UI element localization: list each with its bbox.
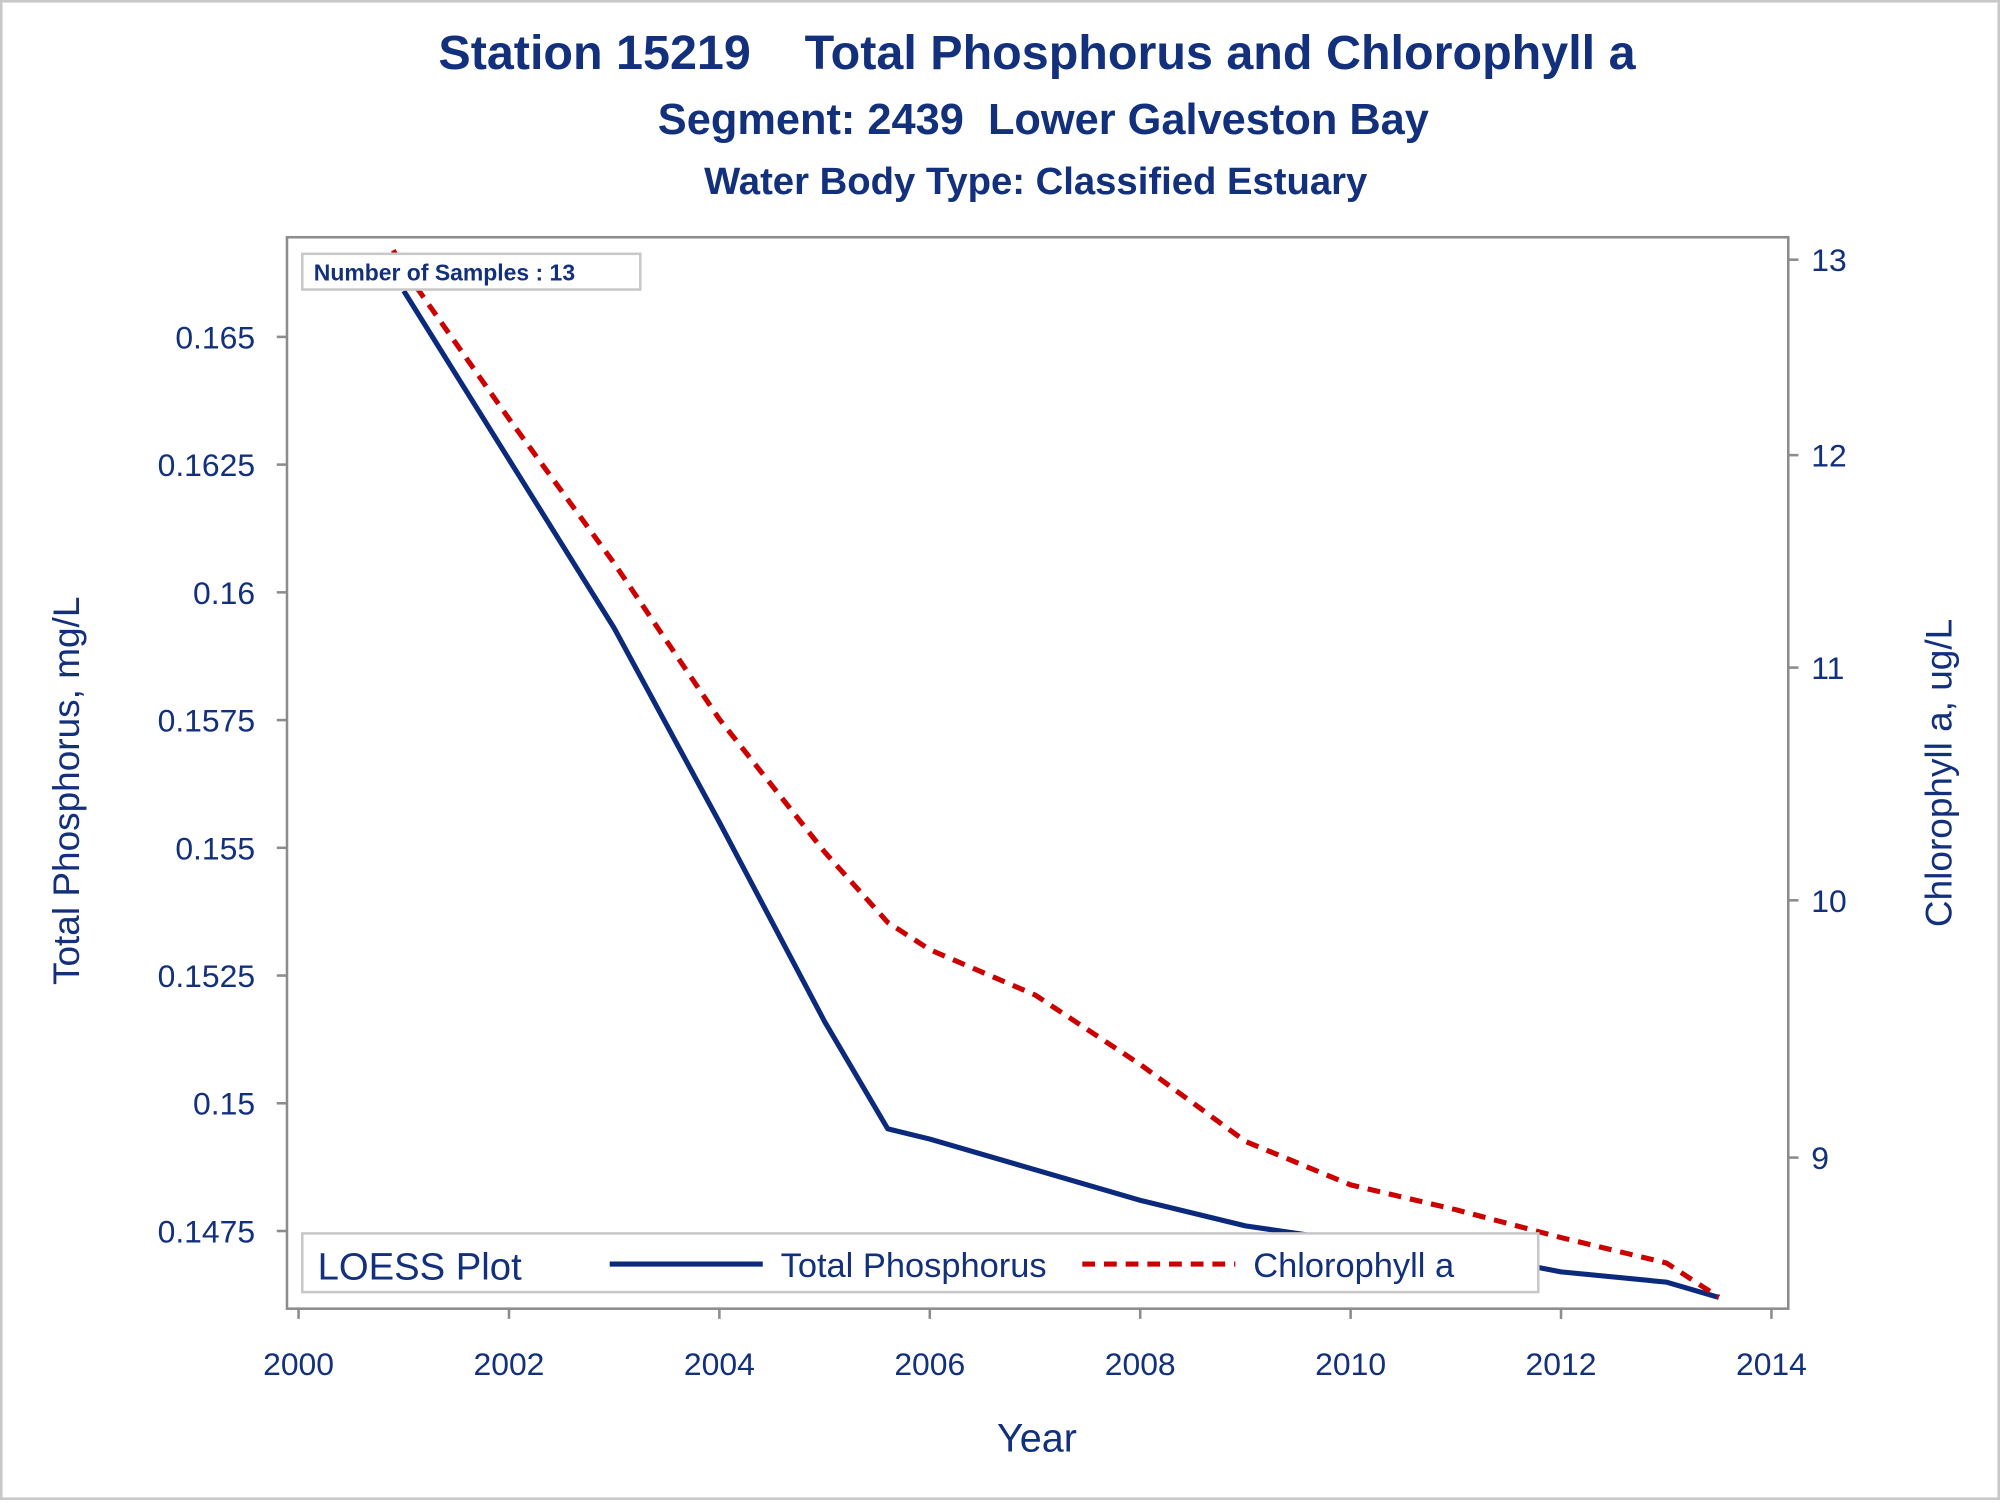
x-tick-label: 2014 <box>1736 1346 1807 1382</box>
x-tick-label: 2006 <box>894 1346 965 1382</box>
y2-tick-label: 13 <box>1811 242 1846 278</box>
annotation: Number of Samples : 13 <box>314 260 575 286</box>
y2-tick-label: 11 <box>1811 650 1844 686</box>
y2-tick-label: 9 <box>1811 1140 1829 1176</box>
x-tick-label: 2002 <box>474 1346 545 1382</box>
legend: LOESS Plot Total Phosphorus Chlorophyll a <box>301 1232 1540 1294</box>
y-tick-label: 0.16 <box>193 575 255 611</box>
chart-subtitle: Water Body Type: Classified Estuary <box>704 160 1368 203</box>
x-tick-label: 2000 <box>263 1346 334 1382</box>
y-tick-label: 0.1575 <box>158 703 255 739</box>
legend-label: Total Phosphorus <box>781 1247 1047 1285</box>
y-axis-label: Total Phosphorus, mg/L <box>46 597 87 985</box>
x-tick-label: 2008 <box>1105 1346 1176 1382</box>
x-tick-label: 2010 <box>1315 1346 1386 1382</box>
y-tick-label: 0.165 <box>175 319 255 355</box>
x-axis-label: Year <box>997 1417 1077 1461</box>
annotation-box <box>301 252 642 291</box>
chart-title: Station 15219 Total Phosphorus and Chlor… <box>438 26 1636 80</box>
legend-title: LOESS Plot <box>318 1245 522 1288</box>
y-tick-label: 0.1475 <box>158 1213 255 1249</box>
y2-tick-label: 10 <box>1811 883 1846 919</box>
y-tick-label: 0.155 <box>175 830 255 866</box>
y2-axis-label: Chlorophyll a, ug/L <box>1919 619 1960 927</box>
y-tick-label: 0.15 <box>193 1086 255 1122</box>
x-tick-label: 2012 <box>1526 1346 1597 1382</box>
y2-tick-label: 12 <box>1811 438 1846 474</box>
plot-frame <box>285 235 1790 1310</box>
y-tick-label: 0.1625 <box>158 447 255 483</box>
legend-box <box>301 1232 1540 1294</box>
legend-label: Chlorophyll a <box>1253 1247 1455 1285</box>
x-tick-label: 2004 <box>684 1346 755 1382</box>
chart-subtitle: Segment: 2439 Lower Galveston Bay <box>658 96 1429 144</box>
series-line <box>391 249 1721 1300</box>
y-tick-label: 0.1525 <box>158 958 255 994</box>
